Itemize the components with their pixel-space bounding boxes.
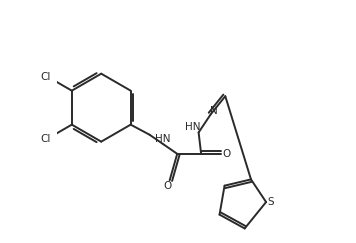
Text: Cl: Cl (40, 134, 51, 144)
Text: HN: HN (155, 134, 170, 144)
Text: O: O (163, 181, 172, 191)
Text: HN: HN (184, 122, 200, 132)
Text: Cl: Cl (40, 72, 51, 82)
Text: N: N (210, 106, 218, 116)
Text: O: O (223, 149, 231, 159)
Text: S: S (267, 197, 274, 207)
